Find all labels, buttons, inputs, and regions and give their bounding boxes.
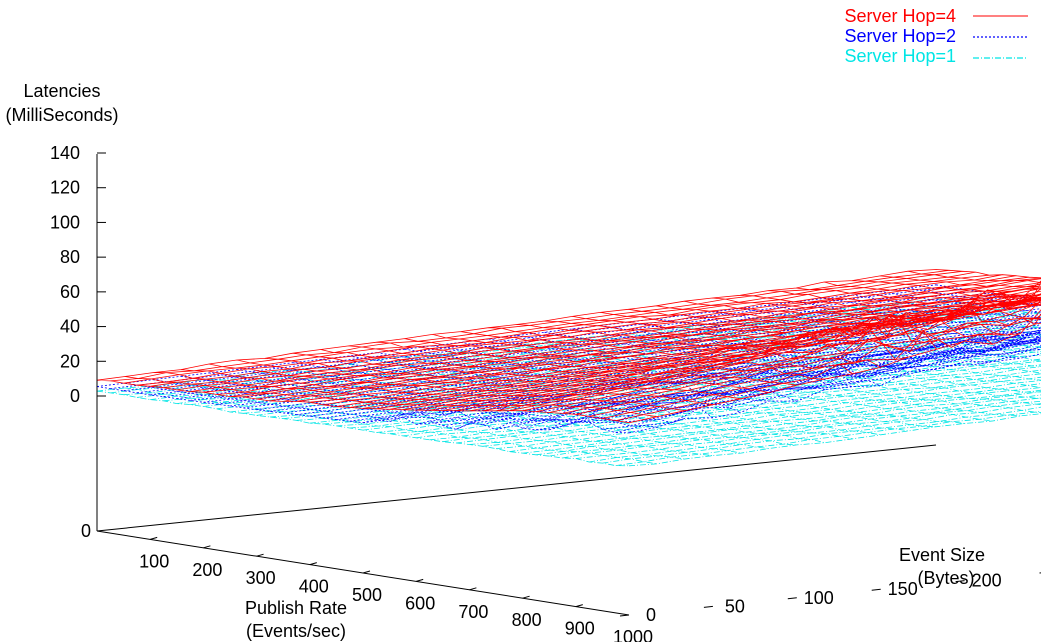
x-tick-label: 800 [512, 610, 542, 630]
y-axis-line [96, 444, 937, 532]
z-tick-label: 40 [60, 317, 80, 337]
z-tick-label: 140 [50, 143, 80, 163]
z-axis-title-line2: (MilliSeconds) [5, 105, 118, 125]
surface-mesh [96, 269, 1041, 424]
z-axis-title-line1: Latencies [23, 81, 100, 101]
x-tick-label: 600 [405, 593, 435, 613]
legend-label-hop2: Server Hop=2 [844, 26, 956, 46]
z-tick-label: 60 [60, 282, 80, 302]
x-tick-mark [256, 553, 264, 557]
x-tick-mark [522, 595, 530, 599]
x-axis-ticks: 0 100 200 300 400 500 600 700 800 900 1000 [81, 521, 653, 642]
y-axis-title-line1: Event Size [899, 545, 985, 565]
x-tick-mark [575, 604, 583, 608]
y-tick-label: 150 [888, 579, 918, 599]
x-tick-label: 300 [246, 568, 276, 588]
surface-meshes [96, 269, 1041, 467]
y-tick-label: 100 [804, 588, 834, 608]
legend-label-hop1: Server Hop=1 [844, 46, 956, 66]
z-tick-label: 80 [60, 247, 80, 267]
y-tick-mark [787, 597, 797, 600]
x-axis-title-line1: Publish Rate [245, 598, 347, 618]
x-tick-label: 700 [458, 602, 488, 622]
y-tick-mark [703, 605, 713, 608]
x-tick-mark [469, 587, 477, 591]
surface-mesh [96, 284, 1041, 434]
y-tick-mark [619, 614, 630, 617]
x-tick-label: 400 [299, 577, 329, 597]
z-tick-label: 0 [70, 386, 80, 406]
x-tick-label: 200 [192, 560, 222, 580]
surface-server-hop-4 [96, 269, 1041, 424]
x-tick-mark [362, 570, 371, 574]
x-axis-title-line2: (Events/sec) [246, 621, 346, 641]
z-tick-label: 100 [50, 212, 80, 232]
z-tick-label: 120 [50, 178, 80, 198]
y-axis-title-line2: (Bytes) [917, 568, 974, 588]
x-tick-label: 0 [81, 521, 91, 541]
y-tick-mark [955, 580, 965, 583]
y-tick-label: 0 [646, 605, 656, 625]
z-tick-label: 20 [60, 351, 80, 371]
x-tick-mark [203, 545, 211, 549]
x-tick-label: 1000 [613, 627, 653, 642]
x-tick-label: 100 [139, 551, 169, 571]
z-axis-ticks: 140 120 100 80 60 40 20 0 [50, 143, 106, 406]
y-axis-ticks: 050100150200250300350400450500 [619, 571, 1041, 625]
x-tick-mark [309, 562, 317, 566]
legend: Server Hop=4 Server Hop=2 Server Hop=1 [844, 6, 1028, 66]
x-tick-label: 900 [565, 619, 595, 639]
y-tick-mark [871, 588, 881, 591]
y-tick-label: 200 [972, 571, 1002, 591]
legend-label-hop4: Server Hop=4 [844, 6, 956, 26]
x-tick-label: 500 [352, 585, 382, 605]
y-tick-label: 50 [725, 596, 745, 616]
x-tick-mark [416, 578, 424, 582]
x-tick-mark [150, 536, 158, 540]
surface-server-hop-2 [96, 284, 1041, 434]
